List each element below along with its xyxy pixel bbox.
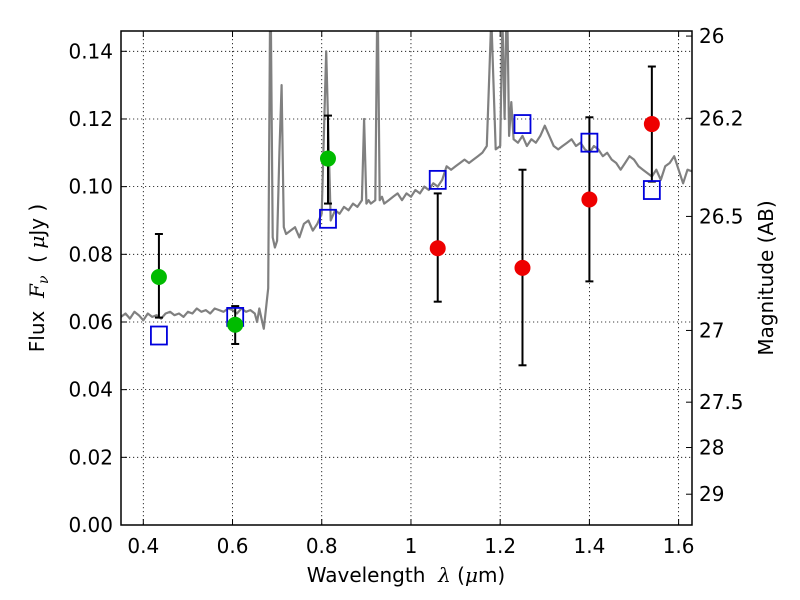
right-tick-label: 26 bbox=[699, 24, 724, 48]
x-tick-label: 1.6 bbox=[663, 534, 695, 558]
y-tick-label: 0.10 bbox=[68, 175, 113, 199]
y-tick-label: 0.14 bbox=[68, 39, 113, 63]
x-tick-label: 0.6 bbox=[217, 534, 249, 558]
y-tick-label: 0.06 bbox=[68, 310, 113, 334]
model-square-marker bbox=[642, 180, 661, 200]
right-axis-label: Magnitude (AB) bbox=[754, 200, 778, 355]
right-tick-label: 26.2 bbox=[699, 106, 744, 130]
right-tick-label: 28 bbox=[699, 436, 724, 460]
red-data-point bbox=[581, 191, 598, 208]
red-data-point bbox=[643, 116, 660, 133]
x-axis-label: Wavelength λ (μm) bbox=[307, 563, 506, 587]
green-data-point bbox=[150, 268, 167, 285]
x-tick-label: 0.8 bbox=[306, 534, 338, 558]
x-tick-label: 1.4 bbox=[573, 534, 605, 558]
model-square-marker bbox=[428, 169, 447, 190]
axis-tick-labels: 0.4 0.6 0.8 1 1.2 1.4 1.6 0.00 0.02 0.04 0.06 0.08 0… bbox=[68, 24, 743, 558]
red-data-point bbox=[429, 240, 446, 257]
x-tick-label: 1 bbox=[405, 534, 418, 558]
green-data-point bbox=[319, 150, 336, 167]
model-square-marker bbox=[580, 132, 599, 153]
marker-layer bbox=[150, 114, 661, 346]
y-tick-label: 0.02 bbox=[68, 445, 113, 469]
model-square-marker bbox=[319, 208, 337, 229]
x-tick-label: 1.2 bbox=[484, 534, 516, 558]
right-tick-label: 27 bbox=[699, 318, 724, 342]
y-tick-label: 0.04 bbox=[68, 378, 113, 402]
model-square-marker bbox=[150, 325, 168, 346]
right-tick-label: 27.5 bbox=[699, 390, 744, 414]
axis-ticks bbox=[121, 31, 692, 526]
y-tick-label: 0.00 bbox=[68, 513, 113, 537]
plot-frame bbox=[120, 30, 693, 526]
red-data-point bbox=[514, 259, 531, 276]
model-square-marker bbox=[513, 114, 532, 134]
plot-area bbox=[121, 31, 692, 367]
y-axis-label: Flux Fν ( μJy ) bbox=[25, 204, 52, 352]
green-data-point bbox=[227, 316, 244, 333]
x-tick-label: 0.4 bbox=[127, 534, 159, 558]
right-tick-label: 26.5 bbox=[699, 204, 744, 228]
right-tick-label: 29 bbox=[699, 482, 724, 506]
y-tick-label: 0.08 bbox=[68, 242, 113, 266]
y-tick-label: 0.12 bbox=[68, 107, 113, 131]
